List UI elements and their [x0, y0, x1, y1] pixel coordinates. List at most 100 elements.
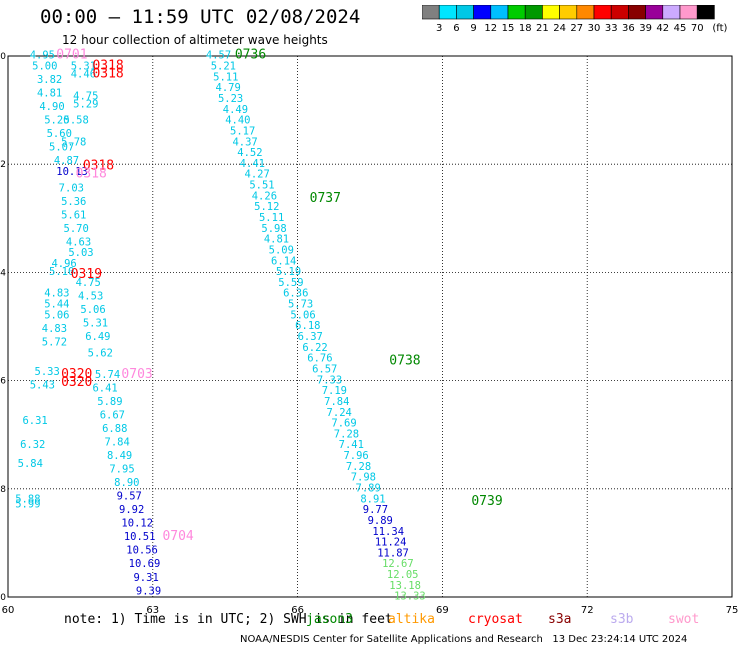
swh-value-label: 7.28 [346, 461, 371, 473]
colorbar-tick-label: 42 [656, 23, 669, 34]
swh-value-label: 13.33 [394, 591, 426, 603]
swh-value-label: 5.74 [95, 369, 120, 381]
swh-value-label: 5.19 [276, 266, 301, 278]
x-tick-label: 63 [146, 605, 159, 616]
y-tick-label: -30 [0, 52, 6, 62]
swh-value-label: 9.31 [133, 572, 158, 584]
swh-value-label: 7.95 [109, 464, 134, 476]
swh-value-label: 7.96 [343, 450, 368, 462]
colorbar-tick-label: 6 [453, 23, 459, 34]
swh-value-label: 5.09 [269, 244, 294, 256]
y-tick-label: -34 [0, 268, 6, 278]
legend-cryosat: cryosat [468, 612, 523, 627]
legend-jason3: jason3 [306, 612, 353, 627]
colorbar-tick-label: 3 [436, 23, 442, 34]
pass-time-label: 0320 [61, 375, 92, 390]
swh-value-label: 12.67 [382, 558, 414, 570]
swh-value-label: 5.99 [15, 499, 40, 511]
pass-time-label: 0319 [71, 267, 102, 282]
swh-value-label: 4.37 [232, 136, 257, 148]
note-text: note: 1) Time is in UTC; 2) SWH is in fe… [64, 612, 393, 627]
swh-value-label: 5.23 [218, 93, 243, 105]
swh-value-label: 7.24 [327, 407, 352, 419]
swh-value-label: 11.34 [372, 526, 404, 538]
swh-value-label: 11.87 [377, 547, 409, 559]
swh-value-label: 5.62 [88, 347, 113, 359]
swh-value-label: 10.12 [121, 518, 153, 530]
swh-value-label: 9.89 [368, 515, 393, 527]
swh-value-label: 6.36 [283, 288, 308, 300]
swh-value-label: 7.41 [339, 439, 364, 451]
pass-time-label: 0736 [235, 48, 266, 63]
colorbar-tick-label: 70 [691, 23, 704, 34]
x-tick-label: 75 [726, 605, 739, 616]
swh-value-label: 4.63 [66, 236, 91, 248]
pass-time-label: 0318 [83, 159, 114, 174]
swh-value-label: 6.67 [100, 409, 125, 421]
pass-time-label: 0703 [121, 367, 152, 382]
plot-frame [7, 55, 733, 598]
swh-value-label: 5.61 [61, 209, 86, 221]
swh-value-label: 5.31 [83, 318, 108, 330]
swh-value-label: 5.98 [261, 223, 286, 235]
swh-value-label: 5.31 [71, 61, 96, 73]
swh-value-label: 5.89 [97, 396, 122, 408]
colorbar-tick-label: 9 [470, 23, 476, 34]
colorbar-tick-label: 18 [519, 23, 532, 34]
legend-s3a: s3a [548, 612, 572, 627]
swh-value-label: 6.76 [307, 353, 332, 365]
swh-value-label: 6.88 [102, 423, 127, 435]
swh-value-label: 5.12 [254, 201, 279, 213]
swh-value-label: 4.52 [237, 147, 262, 159]
colorbar-swatch [696, 5, 715, 20]
swh-value-label: 5.11 [213, 71, 238, 83]
swh-value-label: 5.06 [44, 309, 69, 321]
swh-value-label: 7.28 [334, 428, 359, 440]
swh-value-label: 5.60 [47, 128, 72, 140]
pass-time-label: 0701 [56, 48, 87, 63]
swh-value-label: 5.20 [44, 115, 69, 127]
colorbar-tick-label: 27 [570, 23, 583, 34]
swh-value-label: 5.11 [259, 212, 284, 224]
swh-value-label: 5.29 [73, 98, 98, 110]
swh-value-label: 3.82 [37, 74, 62, 86]
swh-value-label: 11.24 [375, 537, 407, 549]
swh-value-label: 5.03 [68, 247, 93, 259]
colorbar-unit: (ft) [712, 23, 727, 34]
swh-value-label: 5.51 [249, 180, 274, 192]
x-tick-label: 60 [2, 605, 15, 616]
chart-subtitle: 12 hour collection of altimeter wave hei… [62, 33, 328, 47]
swh-value-label: 7.33 [317, 374, 342, 386]
swh-value-label: 4.90 [39, 101, 64, 113]
swh-value-label: 4.26 [252, 190, 277, 202]
swh-value-label: 4.81 [37, 88, 62, 100]
y-tick-label: -36 [0, 377, 6, 387]
swh-value-label: 7.19 [322, 385, 347, 397]
swh-value-label: 4.57 [206, 50, 231, 62]
x-tick-label: 72 [581, 605, 594, 616]
swh-value-label: 5.33 [35, 366, 60, 378]
swh-value-label: 5.21 [211, 61, 236, 73]
swh-value-label: 5.07 [49, 142, 74, 154]
swh-value-label: 6.57 [312, 363, 337, 375]
y-tick-label: -40 [0, 593, 6, 603]
swh-value-label: 4.41 [240, 158, 265, 170]
swh-value-label: 7.69 [331, 418, 356, 430]
colorbar-tick-label: 36 [622, 23, 635, 34]
swh-value-label: 6.41 [92, 382, 117, 394]
swh-value-label: 10.56 [126, 545, 158, 557]
pass-time-label: 0739 [471, 494, 502, 509]
legend-altika: altika [388, 612, 435, 627]
swh-value-label: 4.96 [51, 258, 76, 270]
legend-s3b: s3b [610, 612, 634, 627]
swh-value-label: 5.44 [44, 299, 69, 311]
swh-value-label: 6.14 [271, 255, 296, 267]
swh-value-label: 10.13 [56, 166, 88, 178]
swh-value-label: 6.31 [22, 415, 47, 427]
swh-value-label: 5.06 [290, 309, 315, 321]
colorbar-tick-label: 12 [484, 23, 497, 34]
colorbar-tick-label: 30 [588, 23, 601, 34]
swh-value-label: 7.03 [59, 182, 84, 194]
swh-value-label: 9.39 [136, 585, 161, 597]
